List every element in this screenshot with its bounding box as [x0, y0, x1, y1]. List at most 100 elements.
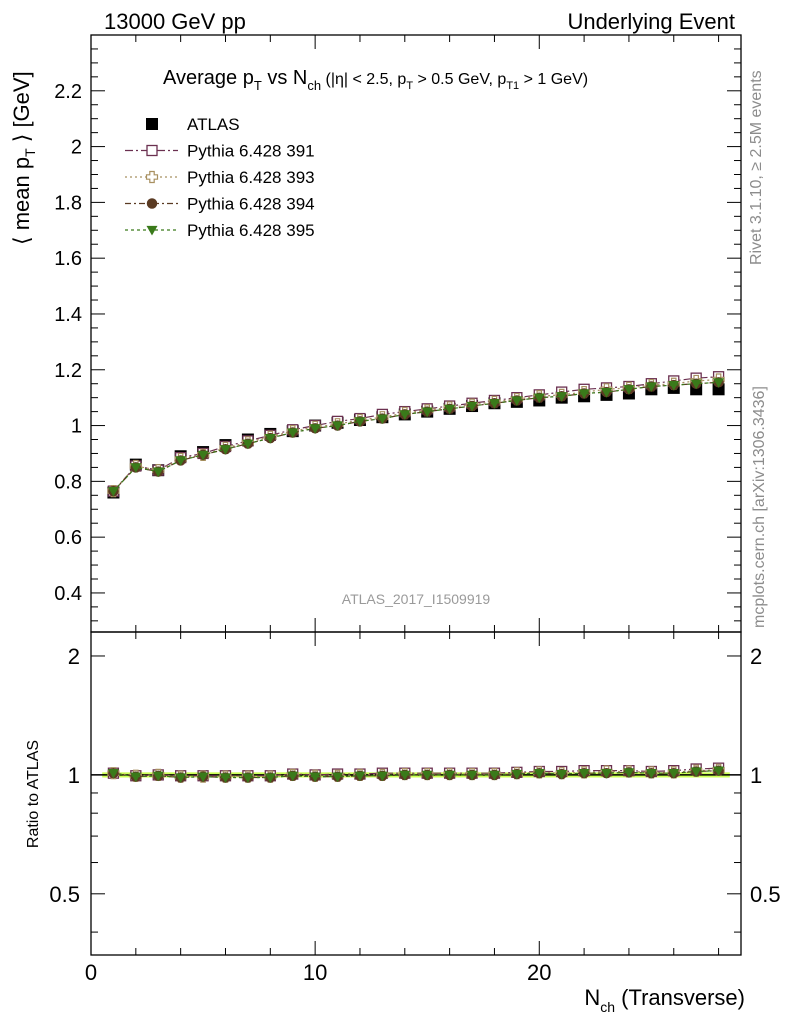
main-panel: 0.4 0.6 0.8 1 1.2 1.4 1.6 1.8 2 2.2 Average pT vs… [9, 34, 742, 633]
legend-entry: Pythia 6.428 393 [125, 168, 315, 187]
analysis-watermark: ATLAS_2017_I1509919 [342, 591, 491, 607]
ratio-series-3 [107, 766, 725, 783]
main-series-line [112, 378, 719, 492]
main-y-tick-label: 2.2 [54, 81, 82, 103]
ratio-data-point [376, 771, 388, 782]
main-series-line [112, 381, 719, 492]
ratio-y-tick-label-right: 1 [750, 763, 762, 788]
ratio-data-point [242, 773, 254, 783]
ratio-data-point [623, 768, 635, 778]
x-tick-labels: 0 10 20 [85, 960, 552, 985]
x-tick-label: 0 [85, 960, 97, 985]
ratio-data-point [107, 769, 119, 779]
legend-marker [146, 225, 158, 236]
ratio-series-layer [107, 762, 725, 783]
main-data-point [421, 407, 433, 418]
legend-label: Pythia 6.428 395 [187, 221, 315, 240]
main-data-point [578, 389, 590, 399]
main-data-point [399, 410, 411, 420]
main-data-point [332, 421, 344, 432]
x-tick-label: 10 [303, 960, 327, 985]
main-series-line [112, 376, 719, 492]
ratio-axis-ticks [90, 632, 741, 955]
legend-marker [145, 170, 159, 184]
header-right: Underlying Event [567, 9, 735, 34]
ratio-data-point [219, 773, 231, 783]
ratio-data-point [511, 769, 523, 780]
main-data-point [533, 393, 545, 404]
rivet-label: Rivet 3.1.10, ≥ 2.5M events [748, 70, 765, 265]
main-data-point [264, 433, 276, 444]
x-tick-label: 20 [527, 960, 551, 985]
legend-label: Pythia 6.428 391 [187, 142, 315, 161]
main-y-tick-label: 0.4 [54, 583, 82, 605]
main-y-tick-label: 1.4 [54, 304, 82, 326]
main-data-point [309, 424, 321, 434]
ratio-data-point [264, 773, 276, 783]
ratio-data-point [690, 767, 702, 777]
main-data-point [466, 401, 478, 412]
main-y-tick-label: 1.8 [54, 192, 82, 214]
main-data-point [690, 379, 702, 390]
ratio-data-point [556, 769, 568, 780]
main-data-point [107, 486, 119, 497]
ratio-y-tick-label-right: 2 [750, 644, 762, 669]
main-data-point [197, 450, 209, 461]
main-data-point [713, 378, 725, 388]
main-y-tick-label: 0.6 [54, 527, 82, 549]
ratio-data-point [421, 770, 433, 781]
ratio-data-point [399, 770, 411, 781]
main-data-point [444, 404, 456, 415]
legend-entry: Pythia 6.428 391 [125, 142, 315, 161]
ratio-data-point [466, 770, 478, 781]
legend-entry: Pythia 6.428 394 [125, 195, 315, 214]
ratio-y-tick-label-right: 0.5 [750, 882, 781, 907]
main-data-point [601, 387, 613, 398]
main-data-point [242, 439, 254, 450]
ratio-data-point [601, 769, 613, 779]
main-data-point [219, 445, 231, 455]
main-y-tick-label: 1.2 [54, 360, 82, 382]
legend-entry: Pythia 6.428 395 [125, 221, 315, 240]
ratio-y-tick-labels: 0.5 0.5 1 1 2 2 [49, 644, 780, 907]
main-series-layer [107, 371, 725, 499]
legend-marker [146, 118, 158, 130]
main-y-tick-label: 1 [71, 416, 82, 438]
main-data-point [287, 428, 299, 439]
header-left: 13000 GeV pp [104, 9, 246, 34]
legend: ATLAS Pythia 6.428 391 Pythia 6.428 393 Pyt… [125, 115, 315, 240]
ratio-data-point [533, 769, 545, 779]
main-data-point [623, 385, 635, 395]
ratio-frame [90, 631, 742, 956]
main-data-point [556, 392, 568, 402]
legend-marker [146, 198, 158, 209]
ratio-data-point [332, 772, 344, 783]
main-series-0 [107, 381, 725, 499]
main-y-axis-label: ⟨ mean pT ⟩ [GeV] [9, 71, 38, 245]
legend-label: Pythia 6.428 394 [187, 195, 315, 214]
ratio-series-line [113, 770, 719, 779]
main-y-tick-labels: 0.4 0.6 0.8 1 1.2 1.4 1.6 1.8 2 2.2 [54, 81, 82, 605]
ratio-data-point [668, 769, 680, 779]
main-data-point [488, 399, 500, 409]
main-axis-ticks [90, 34, 741, 632]
mcplots-label: mcplots.cern.ch [arXiv:1306.3436] [751, 386, 768, 628]
ratio-data-point [645, 769, 657, 779]
legend-label: ATLAS [187, 115, 240, 134]
ratio-series-line [113, 767, 719, 777]
ratio-data-point [488, 770, 500, 781]
main-y-tick-label: 0.8 [54, 471, 82, 493]
ratio-data-point [578, 769, 590, 779]
ratio-data-point [197, 772, 209, 783]
ratio-data-point [287, 771, 299, 782]
main-y-tick-label: 1.6 [54, 248, 82, 270]
x-axis-label: Nch (Transverse) [584, 985, 745, 1015]
ratio-y-tick-label-left: 0.5 [49, 882, 80, 907]
legend-entry: ATLAS [146, 115, 240, 134]
ratio-y-axis-label: Ratio to ATLAS [25, 740, 42, 848]
ratio-data-point [713, 766, 725, 777]
main-data-point [511, 396, 523, 406]
main-data-point [152, 467, 164, 478]
ratio-data-point [309, 772, 321, 783]
